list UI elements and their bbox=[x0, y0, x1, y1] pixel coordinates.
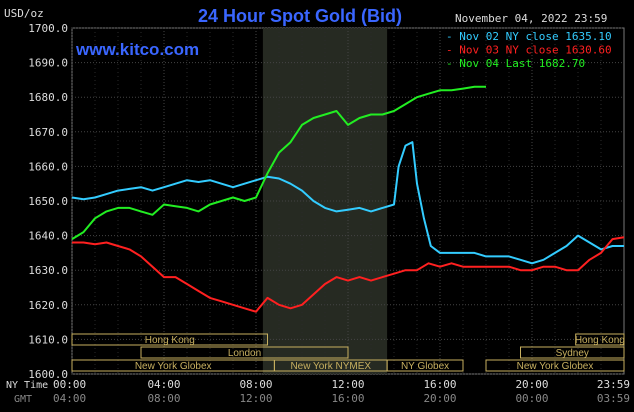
x-tick-label-gmt: 00:00 bbox=[515, 392, 548, 405]
y-tick-label: 1670.0 bbox=[28, 126, 68, 139]
y-tick-label: 1630.0 bbox=[28, 264, 68, 277]
series-line-2 bbox=[72, 236, 625, 313]
y-tick-label: 1700.0 bbox=[28, 22, 68, 35]
x-tick-label-ny: 08:00 bbox=[239, 378, 272, 391]
market-session-bar bbox=[575, 333, 625, 346]
market-session-label: NY Globex bbox=[401, 361, 449, 372]
x-tick-label-ny: 16:00 bbox=[423, 378, 456, 391]
legend-entry-2: - Nov 03 NY close 1630.60 bbox=[446, 44, 612, 57]
market-session-label: Sydney bbox=[556, 348, 589, 359]
x-tick-label-ny: 04:00 bbox=[147, 378, 180, 391]
series-line-3 bbox=[71, 85, 486, 240]
y-tick-label: 1640.0 bbox=[28, 230, 68, 243]
market-session-label: New York Globex bbox=[135, 361, 212, 372]
x-tick-label-gmt: 03:59 bbox=[597, 392, 630, 405]
watermark-url: www.kitco.com bbox=[75, 40, 199, 59]
y-tick-label: 1660.0 bbox=[28, 160, 68, 173]
market-session-bar bbox=[485, 359, 625, 372]
y-tick-label: 1610.0 bbox=[28, 333, 68, 346]
x-tick-label-ny: 12:00 bbox=[331, 378, 364, 391]
x-tick-label-ny: 00:00 bbox=[53, 378, 86, 391]
y-tick-label: 1650.0 bbox=[28, 195, 68, 208]
market-session-label: London bbox=[228, 348, 261, 359]
x-tick-label-ny: 23:59 bbox=[597, 378, 630, 391]
legend-entry-1: - Nov 02 NY close 1635.10 bbox=[446, 30, 612, 43]
ny-time-label: NY Time bbox=[6, 380, 48, 391]
legend-entry-3: - Nov 04 Last 1682.70 bbox=[446, 57, 585, 70]
y-tick-label: 1620.0 bbox=[28, 299, 68, 312]
chart-title: 24 Hour Spot Gold (Bid) bbox=[198, 6, 402, 26]
date-stamp: November 04, 2022 23:59 bbox=[455, 12, 607, 25]
market-session-bar bbox=[71, 333, 268, 346]
market-session-label: Hong Kong bbox=[145, 335, 195, 346]
x-tick-label-gmt: 12:00 bbox=[239, 392, 272, 405]
x-tick-label-gmt: 08:00 bbox=[147, 392, 180, 405]
market-session-label: New York Globex bbox=[517, 361, 594, 372]
market-session-bar bbox=[140, 346, 349, 359]
y-tick-label: 1690.0 bbox=[28, 57, 68, 70]
series-line-1 bbox=[71, 141, 624, 265]
x-tick-label-ny: 20:00 bbox=[515, 378, 548, 391]
gmt-label: GMT bbox=[14, 394, 32, 405]
y-axis-label: USD/oz bbox=[4, 7, 44, 20]
market-session-label: New York NYMEX bbox=[290, 361, 371, 372]
y-tick-label: 1600.0 bbox=[28, 368, 68, 381]
market-session-bar bbox=[386, 359, 464, 372]
x-tick-label-gmt: 20:00 bbox=[423, 392, 456, 405]
x-tick-label-gmt: 16:00 bbox=[331, 392, 364, 405]
market-session-bar bbox=[520, 346, 625, 359]
market-session-label: Hong Kong bbox=[575, 335, 625, 346]
x-tick-label-gmt: 04:00 bbox=[53, 392, 86, 405]
y-tick-label: 1680.0 bbox=[28, 91, 68, 104]
